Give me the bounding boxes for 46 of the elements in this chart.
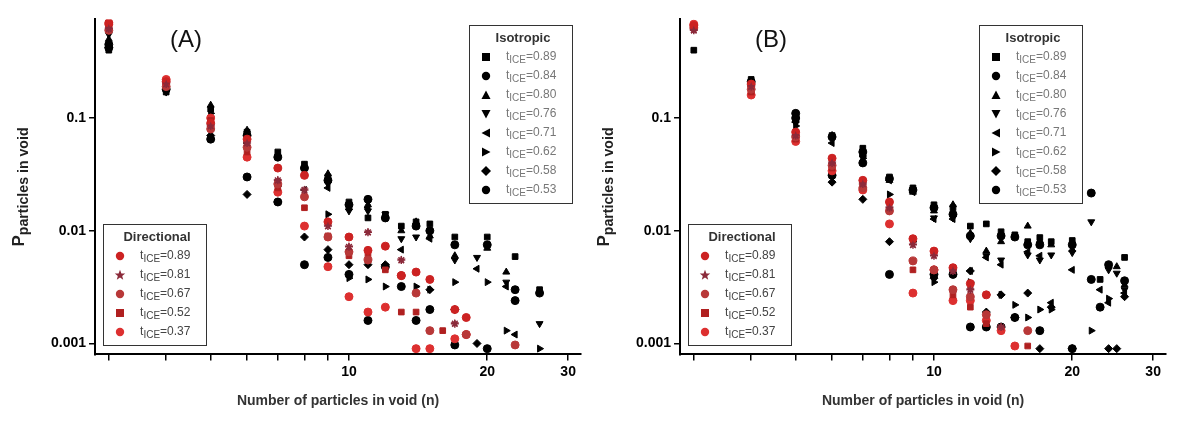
y-tick-label: 0.1 — [66, 108, 87, 125]
x-tick-label: 30 — [1145, 362, 1162, 379]
x-tick-label: 20 — [479, 362, 496, 379]
legend-label: t$_{ICE}$=0.76 — [1016, 105, 1067, 123]
legend-label: t$_{ICE}$=0.89 — [140, 247, 191, 265]
legend-label: t$_{ICE}$=0.37 — [725, 323, 776, 341]
x-axis-title: Number of particles in void (n) — [236, 392, 440, 409]
x-axis-title: Number of particles in void (n) — [821, 392, 1025, 409]
legend-label: t$_{ICE}$=0.89 — [725, 247, 776, 265]
legend-label: t$_{ICE}$=0.84 — [506, 67, 557, 85]
legend-label: t$_{ICE}$=0.81 — [725, 266, 776, 284]
y-tick-label: 0.1 — [651, 108, 672, 125]
legend-label: t$_{ICE}$=0.71 — [1016, 124, 1067, 142]
legend-label: t$_{ICE}$=0.53 — [1016, 181, 1067, 199]
legend-label: t$_{ICE}$=0.62 — [1016, 143, 1067, 161]
text: Isotropic — [1005, 30, 1061, 46]
legend-label: t$_{ICE}$=0.81 — [140, 266, 191, 284]
legend-label: t$_{ICE}$=0.84 — [1016, 67, 1067, 85]
legend-label: t$_{ICE}$=0.89 — [1016, 48, 1067, 66]
legend-label: t$_{ICE}$=0.62 — [506, 143, 557, 161]
legend-label: t$_{ICE}$=0.37 — [140, 323, 191, 341]
y-tick-label: 0.001 — [635, 334, 672, 351]
legend-label: t$_{ICE}$=0.52 — [140, 304, 191, 322]
legend-label: t$_{ICE}$=0.71 — [506, 124, 557, 142]
annotation: (A) — [170, 25, 203, 54]
legend-label: t$_{ICE}$=0.53 — [506, 181, 557, 199]
legend-label: t$_{ICE}$=0.67 — [725, 285, 776, 303]
text: Directional — [708, 229, 776, 245]
annotation: (B) — [755, 25, 788, 54]
legend-label: t$_{ICE}$=0.67 — [140, 285, 191, 303]
y-tick-label: 0.01 — [58, 221, 87, 238]
x-tick-label: 10 — [926, 362, 942, 379]
legend-label: t$_{ICE}$=0.80 — [1016, 86, 1067, 104]
legend-label: t$_{ICE}$=0.80 — [506, 86, 557, 104]
legend-label: t$_{ICE}$=0.89 — [506, 48, 557, 66]
legend-label: t$_{ICE}$=0.58 — [1016, 162, 1067, 180]
x-tick-label: 30 — [560, 362, 577, 379]
y-tick-label: 0.001 — [50, 334, 87, 351]
x-tick-label: 20 — [1064, 362, 1081, 379]
legend-label: t$_{ICE}$=0.58 — [506, 162, 557, 180]
x-tick-label: 10 — [341, 362, 357, 379]
y-tick-label: 0.01 — [643, 221, 672, 238]
text: Isotropic — [495, 30, 551, 46]
text: Directional — [123, 229, 191, 245]
legend-label: t$_{ICE}$=0.76 — [506, 105, 557, 123]
legend-label: t$_{ICE}$=0.52 — [725, 304, 776, 322]
